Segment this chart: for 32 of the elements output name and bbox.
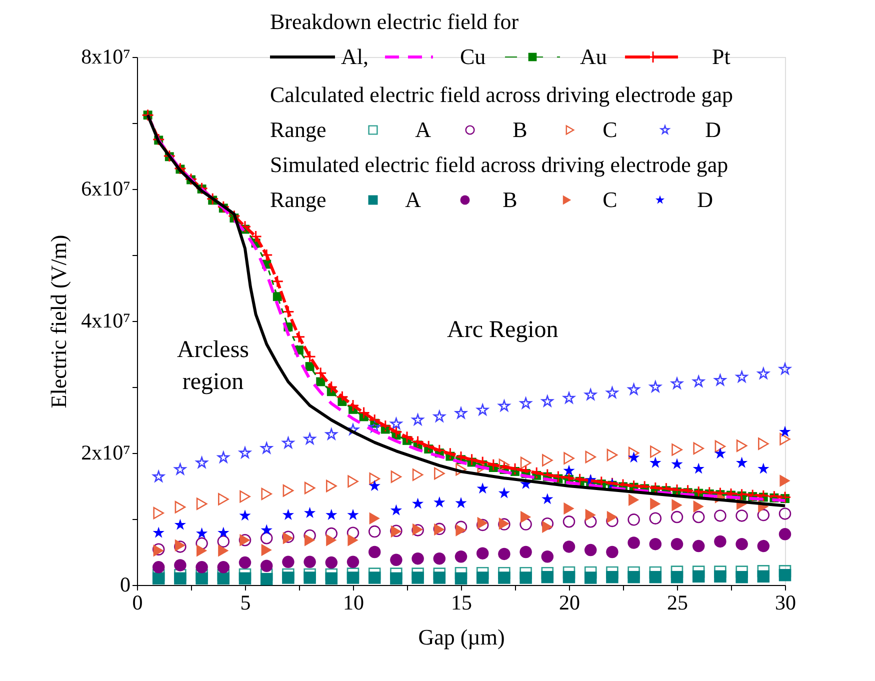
x-tick-label: 30 xyxy=(775,590,796,614)
x-tick-label: 10 xyxy=(343,590,364,614)
y-tick-label: 4x10⁷ xyxy=(81,308,130,332)
legend-label: C xyxy=(602,117,618,142)
y-tick-label: 6x10⁷ xyxy=(81,176,130,200)
legend-label: A xyxy=(405,187,422,212)
legend-label: Pt xyxy=(712,44,730,69)
annotation: Arc Region xyxy=(447,317,558,343)
annotation: Range xyxy=(270,117,326,142)
y-axis-title: Electric field (V/m) xyxy=(46,234,72,408)
legend-label: D xyxy=(697,187,713,212)
x-tick-label: 20 xyxy=(559,590,580,614)
y-tick-label: 8x10⁷ xyxy=(81,44,130,68)
legend-label: B xyxy=(512,117,528,142)
legend-label: Cu xyxy=(460,44,486,69)
legend-label: Au xyxy=(580,44,607,69)
legend-label: D xyxy=(705,117,721,142)
legend-label: Al, xyxy=(341,44,368,69)
legend-label: C xyxy=(602,187,618,212)
legend-title: Breakdown electric field for xyxy=(270,9,520,34)
x-tick-label: 25 xyxy=(667,590,688,614)
annotation: Arcless region xyxy=(177,337,249,395)
y-tick-label: 0 xyxy=(120,572,130,596)
x-axis-title: Gap (µm) xyxy=(418,624,505,650)
annotation: Calculated electric field across driving electrode gap xyxy=(270,82,734,107)
legend-label: A xyxy=(415,117,432,142)
y-tick-label: 2x10⁷ xyxy=(81,440,130,464)
legend-label: B xyxy=(502,187,518,212)
x-tick-label: 5 xyxy=(240,590,251,614)
annotation: Range xyxy=(270,187,326,212)
annotation: Simulated electric field across driving electrode gap xyxy=(270,152,728,177)
x-tick-label: 15 xyxy=(451,590,472,614)
